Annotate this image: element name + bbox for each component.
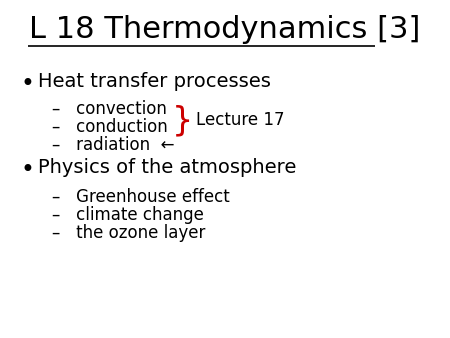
Text: L 18 Thermodynamics [3]: L 18 Thermodynamics [3] — [29, 15, 421, 44]
Text: Lecture 17: Lecture 17 — [196, 111, 284, 129]
Text: }: } — [172, 104, 193, 137]
Text: –   climate change: – climate change — [52, 206, 204, 224]
Text: •: • — [20, 158, 34, 182]
Text: •: • — [20, 72, 34, 96]
Text: –   radiation  ←: – radiation ← — [52, 136, 175, 154]
Text: –   convection: – convection — [52, 100, 167, 118]
Text: Heat transfer processes: Heat transfer processes — [38, 72, 271, 91]
Text: –   Greenhouse effect: – Greenhouse effect — [52, 188, 230, 206]
Text: –   the ozone layer: – the ozone layer — [52, 224, 205, 242]
Text: –   conduction: – conduction — [52, 118, 168, 136]
Text: Physics of the atmosphere: Physics of the atmosphere — [38, 158, 297, 177]
